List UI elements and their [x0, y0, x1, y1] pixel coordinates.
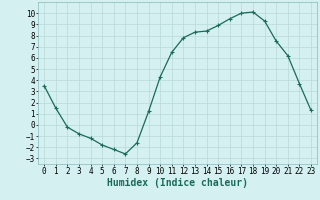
X-axis label: Humidex (Indice chaleur): Humidex (Indice chaleur)	[107, 178, 248, 188]
